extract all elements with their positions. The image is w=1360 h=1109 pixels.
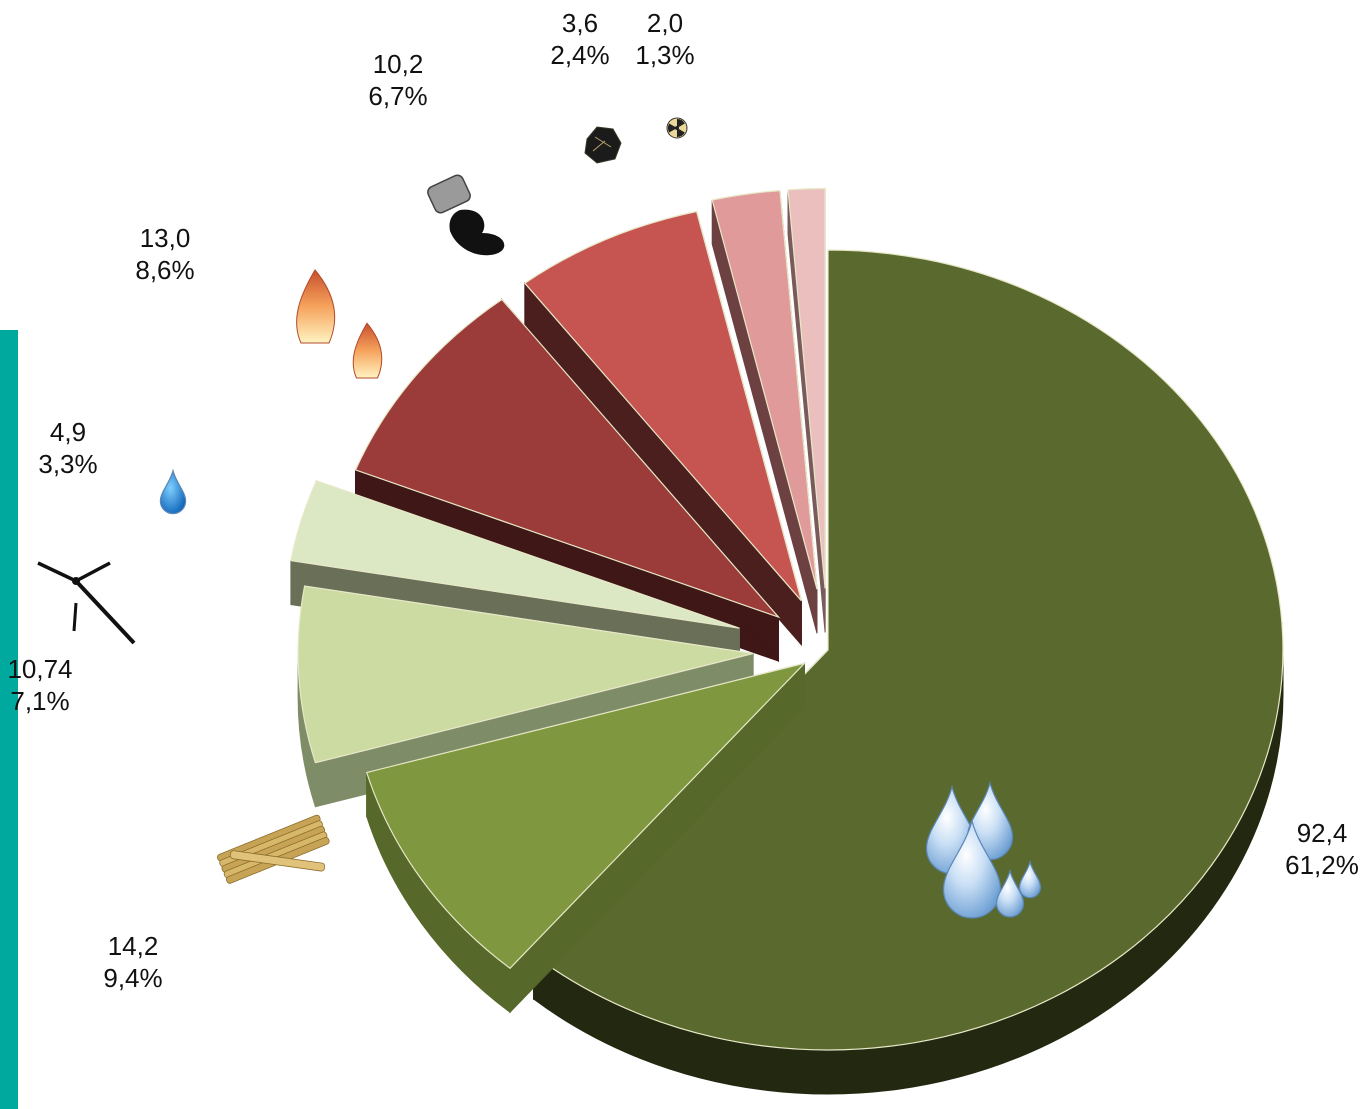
slice-value-label: 10,74 xyxy=(7,654,72,684)
slice-value-label: 4,9 xyxy=(50,417,86,447)
slice-value-label: 2,0 xyxy=(647,8,683,38)
slice-gas xyxy=(354,298,781,663)
slice-oil xyxy=(523,210,802,647)
slice-label-biomass: 14,2 9,4% xyxy=(103,931,162,993)
slice-percent-label: 6,7% xyxy=(368,81,427,111)
slice-biomass xyxy=(365,662,807,1014)
slice-percent-label: 8,6% xyxy=(135,255,194,285)
slice-value-label: 14,2 xyxy=(108,931,159,961)
sugarcane-icon xyxy=(217,814,330,884)
slice-label-nuclear: 2,0 1,3% xyxy=(635,8,694,70)
slice-percent-label: 3,3% xyxy=(38,449,97,479)
flames-icon xyxy=(296,269,383,379)
slice-percent-label: 7,1% xyxy=(10,686,69,716)
slice-value-label: 3,6 xyxy=(562,8,598,38)
slice-label-coal: 3,6 2,4% xyxy=(550,8,609,70)
slice-label-hydro: 92,4 61,2% xyxy=(1285,818,1359,880)
coal-icon xyxy=(584,126,622,164)
slice-value-label: 13,0 xyxy=(140,223,191,253)
slice-nuclear xyxy=(787,187,826,633)
slice-percent-label: 1,3% xyxy=(635,40,694,70)
wind-turbine-icon xyxy=(37,561,136,645)
slice-label-oil: 10,2 6,7% xyxy=(368,49,427,111)
slice-value-label: 92,4 xyxy=(1297,818,1348,848)
slice-percent-label: 2,4% xyxy=(550,40,609,70)
slice-percent-label: 61,2% xyxy=(1285,850,1359,880)
water-drops-icon xyxy=(925,780,1042,919)
water-drop-icon xyxy=(159,468,187,515)
oil-barrel-icon xyxy=(427,174,505,256)
slice-value-label: 10,2 xyxy=(373,49,424,79)
left-accent-strip xyxy=(0,330,18,1109)
slice-percent-label: 9,4% xyxy=(103,963,162,993)
nuclear-icon xyxy=(666,117,688,139)
slice-coal xyxy=(711,189,818,634)
slice-label-small-hydro: 4,9 3,3% xyxy=(38,417,97,479)
slice-label-gas: 13,0 8,6% xyxy=(135,223,194,285)
slice-label-wind: 10,74 7,1% xyxy=(7,654,72,716)
